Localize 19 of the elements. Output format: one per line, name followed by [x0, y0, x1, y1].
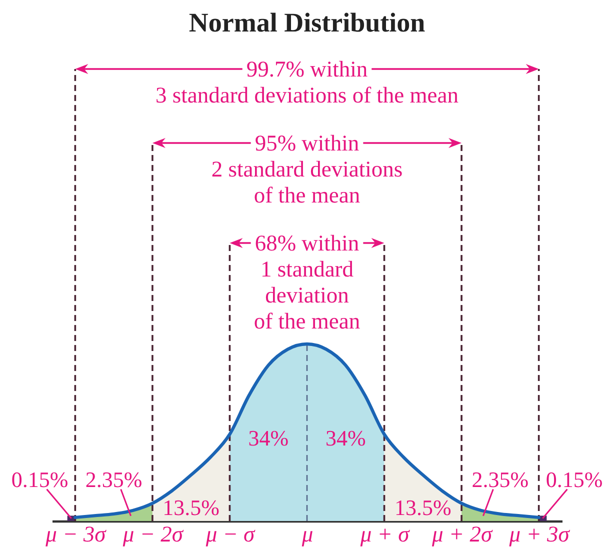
text: 68% within 1 standard deviation of the mean [254, 230, 360, 334]
annotation: 0.15% [11, 467, 68, 492]
annotation: 2.35% [472, 467, 529, 492]
x-tick-label: μ + 2σ [431, 522, 493, 546]
text: 99.7% within 3 standard deviations of the mean [155, 56, 459, 108]
x-tick-label: μ [300, 522, 314, 546]
x-tick-label: μ − σ [204, 522, 256, 546]
annotation: 2.35% [85, 467, 142, 492]
x-tick-label: μ − 2σ [122, 522, 184, 546]
x-tick-label: μ − 3σ [44, 522, 107, 546]
annotation: 34% [248, 425, 289, 450]
annotation: 34% [325, 425, 366, 450]
annotation: 13.5% [162, 494, 220, 520]
x-tick-label: μ + 3σ [508, 522, 570, 546]
chart-title: Normal Distribution [188, 8, 426, 38]
x-tick-label: μ + σ [359, 522, 410, 546]
annotation: 0.15% [546, 467, 603, 492]
annotation: 13.5% [394, 494, 452, 520]
text: 95% within 2 standard deviations of the mean [211, 130, 403, 208]
